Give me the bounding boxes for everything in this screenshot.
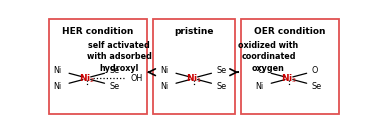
Text: Se: Se xyxy=(216,66,226,75)
Text: Se: Se xyxy=(311,82,322,91)
Text: Ni: Ni xyxy=(161,82,169,91)
Text: OH: OH xyxy=(130,73,143,83)
Text: pristine: pristine xyxy=(174,27,214,36)
Text: Ni$_3$: Ni$_3$ xyxy=(281,72,297,84)
Text: Ni: Ni xyxy=(54,66,62,75)
Text: Se: Se xyxy=(216,82,226,91)
Text: self activated
with adsorbed
hydroxyl: self activated with adsorbed hydroxyl xyxy=(87,41,152,73)
Text: Ni$_1$: Ni$_1$ xyxy=(186,72,202,84)
Text: Ni: Ni xyxy=(54,82,62,91)
Text: Ni: Ni xyxy=(256,82,264,91)
Text: Ni$_2$: Ni$_2$ xyxy=(79,72,95,84)
Text: Se: Se xyxy=(109,82,119,91)
FancyBboxPatch shape xyxy=(240,19,339,114)
Text: HER condition: HER condition xyxy=(62,27,133,36)
FancyBboxPatch shape xyxy=(153,19,235,114)
Text: Ni: Ni xyxy=(161,66,169,75)
FancyBboxPatch shape xyxy=(49,19,147,114)
Text: oxidized with
coordinated
oxygen: oxidized with coordinated oxygen xyxy=(238,41,299,73)
Text: O: O xyxy=(311,66,318,75)
Text: O: O xyxy=(257,66,264,75)
Text: Se: Se xyxy=(109,66,119,75)
Text: OER condition: OER condition xyxy=(254,27,325,36)
